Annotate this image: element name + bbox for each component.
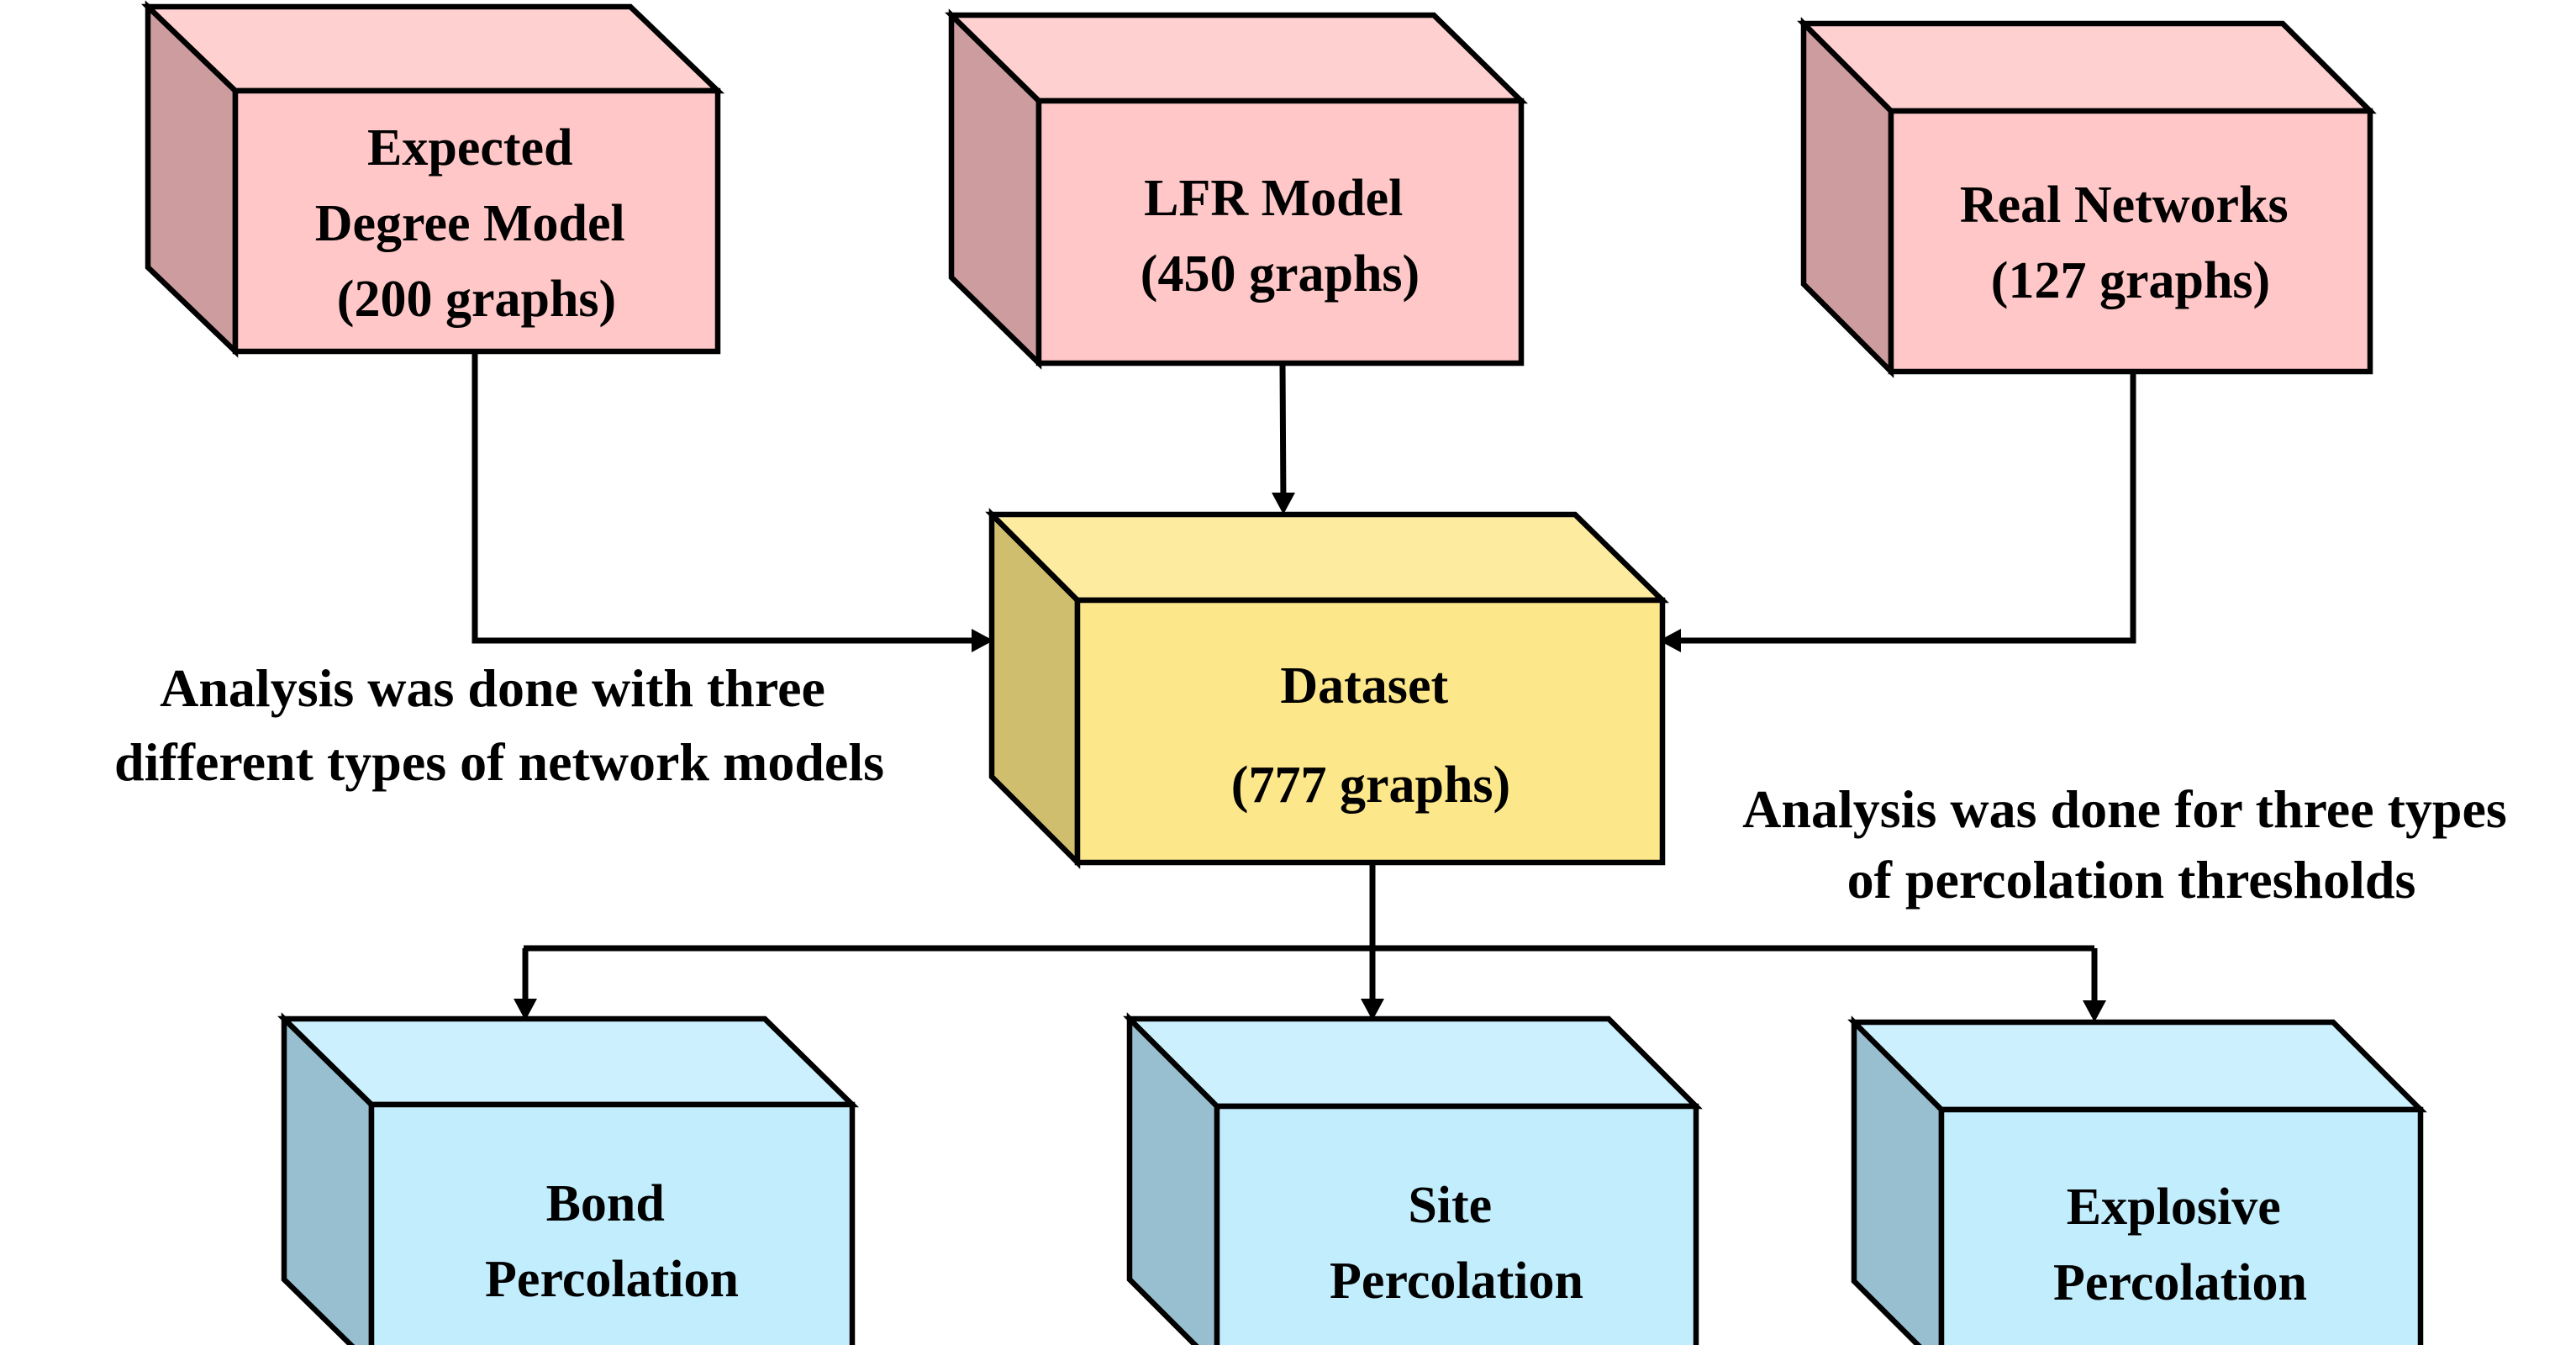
box-front-face [368,1101,856,1345]
label-line: Real Networks [1960,177,2289,234]
box-top-face [1797,20,2377,114]
box-top-face [140,3,725,94]
connectors [471,349,2136,1022]
box-top-face [945,12,1528,104]
arrowhead-real [1659,629,1681,652]
note-network-models: Analysis was done with three different t… [114,658,884,792]
label-line: Percolation [2053,1254,2307,1311]
note-percolation-thresholds: Analysis was done for three types of per… [1742,779,2521,910]
box-top-face [985,511,1669,604]
note-line: of percolation thresholds [1847,850,2416,910]
label-line: Site [1408,1177,1492,1234]
arrowhead-explosive [2083,1000,2106,1022]
label-line: Bond [546,1175,665,1232]
box-top-face [1123,1015,1703,1110]
arrowhead-expected [972,629,993,652]
output-box-bond-percolation: Bond Percolation [277,1012,859,1345]
box-front-face [1888,108,2373,375]
box-label: LFR Model (450 graphs) [1140,170,1420,303]
output-box-explosive-percolation: Explosive Percolation [1847,1015,2427,1345]
label-line: Percolation [1330,1253,1583,1310]
box-front-face [1074,597,1666,866]
note-line: Analysis was done with three [160,658,825,718]
box-top-face [277,1015,859,1108]
box-front-face [1938,1106,2424,1345]
output-box-site-percolation: Site Percolation [1123,1012,1703,1345]
label-line: (777 graphs) [1231,757,1510,814]
arrow-expected-to-dataset [471,349,985,644]
label-line: Percolation [485,1251,739,1308]
label-line: Dataset [1280,657,1448,715]
label-line: (127 graphs) [1991,252,2270,309]
note-line: different types of network models [114,732,884,792]
box-label: Explosive Percolation [2053,1179,2307,1311]
label-line: Expected [367,119,573,177]
label-line: Degree Model [315,195,625,252]
arrowhead-site [1361,999,1384,1021]
box-label: Dataset (777 graphs) [1231,657,1510,814]
note-line: Analysis was done for three types [1742,779,2507,839]
arrowhead-bond [514,999,537,1021]
dataset-box: Dataset (777 graphs) [985,508,1669,869]
arrowhead-lfr [1272,493,1295,514]
label-line: LFR Model [1144,170,1403,227]
source-box-lfr-model: LFR Model (450 graphs) [945,8,1528,370]
label-line: Explosive [2067,1179,2281,1236]
box-label: Site Percolation [1330,1177,1583,1310]
label-line: (450 graphs) [1140,245,1420,303]
source-box-real-networks: Real Networks (127 graphs) [1797,17,2377,378]
label-line: (200 graphs) [337,271,616,328]
box-top-face [1847,1019,2427,1113]
box-front-face [1035,98,1525,367]
box-label: Real Networks (127 graphs) [1960,177,2301,309]
box-label: Bond Percolation [485,1175,739,1308]
box-front-face [1214,1103,1699,1345]
box-front-face [232,87,721,355]
box-label: Expected Degree Model (200 graphs) [315,119,638,328]
arrow-real-to-dataset [1666,372,2136,644]
source-box-expected-degree: Expected Degree Model (200 graphs) [140,0,725,358]
